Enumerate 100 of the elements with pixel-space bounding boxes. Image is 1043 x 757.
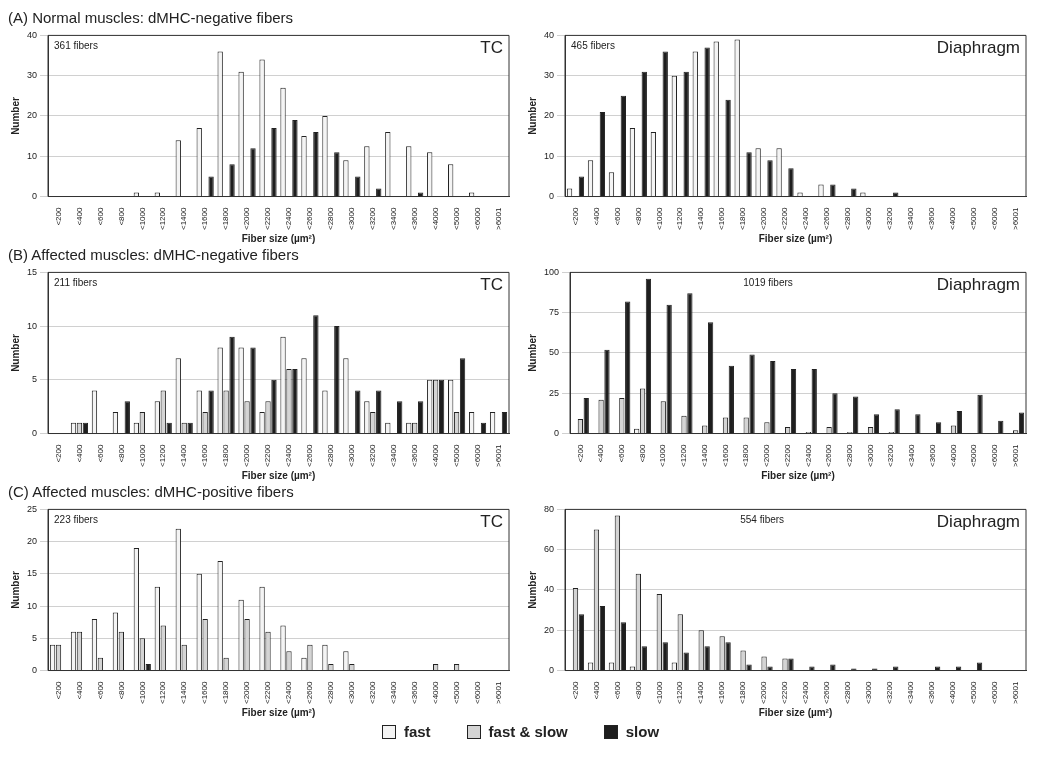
x-tick-label: <200 — [570, 206, 580, 226]
x-tick-label: <200 — [53, 680, 63, 700]
y-tick-label: 30 — [544, 70, 555, 81]
x-axis-title: Fiber size (µm²) — [758, 232, 833, 244]
x-tick-label: <3400 — [388, 680, 398, 704]
x-tick-label: <2200 — [263, 443, 273, 467]
x-tick-label: <1600 — [200, 206, 210, 230]
x-tick-label: <2600 — [824, 443, 834, 467]
x-tick-label: <800 — [637, 443, 647, 463]
x-tick-label: <600 — [95, 443, 105, 463]
x-tick-label: <2000 — [759, 680, 769, 704]
x-tick-label: <2000 — [762, 443, 772, 467]
x-tick-label: <1200 — [675, 206, 685, 230]
x-tick-label: >6001 — [1010, 443, 1020, 467]
x-tick-label: <1400 — [696, 206, 706, 230]
x-tick-label: <400 — [74, 206, 84, 226]
x-tick-label: <2600 — [822, 680, 832, 704]
y-tick-label: 0 — [549, 191, 555, 202]
y-axis-title: Number — [9, 333, 21, 372]
y-tick-label: 0 — [554, 428, 560, 439]
x-tick-label: <1200 — [158, 206, 168, 230]
x-tick-label: <3200 — [368, 680, 377, 704]
y-tick-label: 40 — [27, 29, 38, 40]
annotation: Diaphragm — [936, 511, 1020, 531]
x-tick-label: <3600 — [409, 206, 419, 230]
y-tick-label: 0 — [32, 665, 38, 676]
legend-label: fast & slow — [488, 723, 568, 740]
x-tick-label: <2000 — [242, 443, 252, 467]
x-tick-label: <3200 — [886, 443, 896, 467]
annotation: Diaphragm — [936, 37, 1020, 57]
annotation: Diaphragm — [936, 274, 1020, 294]
x-tick-label: <4000 — [947, 206, 957, 230]
x-tick-label: <400 — [596, 443, 606, 463]
chart-title: (C) Affected muscles: dMHC-positive fibers — [8, 483, 294, 500]
x-tick-label: <4000 — [430, 680, 440, 704]
y-tick-label: 40 — [544, 29, 555, 40]
x-axis-title: Fiber size (µm²) — [241, 469, 316, 481]
x-tick-label: <2200 — [780, 206, 790, 230]
y-tick-label: 50 — [549, 347, 560, 358]
y-tick-label: 75 — [549, 307, 560, 318]
x-tick-label: <3000 — [347, 443, 357, 467]
chart-title: (A) Normal muscles: dMHC-negative fibers — [8, 9, 294, 26]
x-tick-label: <2800 — [326, 443, 336, 467]
y-tick-label: 0 — [32, 191, 38, 202]
x-tick-label: <2800 — [843, 680, 853, 704]
x-tick-label: <2000 — [242, 680, 252, 704]
x-tick-label: <200 — [53, 206, 63, 226]
x-tick-label: <6000 — [472, 206, 482, 230]
x-tick-label: <4000 — [430, 443, 440, 467]
x-tick-label: <2000 — [242, 206, 252, 230]
x-tick-label: <1400 — [696, 680, 706, 704]
y-tick-label: 15 — [27, 266, 38, 277]
x-tick-label: <3400 — [388, 206, 398, 230]
x-tick-label: <2200 — [782, 443, 792, 467]
x-tick-label: <5000 — [451, 680, 461, 704]
x-tick-label: <5000 — [969, 443, 979, 467]
x-tick-label: <1800 — [221, 206, 231, 230]
x-tick-label: <6000 — [990, 443, 1000, 467]
y-axis-title: Number — [9, 570, 21, 609]
x-tick-label: <1000 — [658, 443, 668, 467]
x-axis-title: Fiber size (µm²) — [241, 706, 316, 718]
x-tick-label: <3000 — [347, 206, 357, 230]
x-tick-label: <3000 — [864, 206, 874, 230]
x-tick-label: <3600 — [926, 206, 936, 230]
legend-label: fast — [403, 723, 431, 740]
x-tick-label: <800 — [116, 443, 126, 463]
y-tick-label: 10 — [27, 320, 38, 331]
x-tick-label: <2200 — [780, 680, 790, 704]
annotation: TC — [480, 511, 503, 531]
x-tick-label: <1400 — [179, 443, 189, 467]
annotation: TC — [480, 37, 503, 57]
y-tick-label: 30 — [27, 70, 38, 81]
y-tick-label: 100 — [543, 266, 560, 277]
x-tick-label: <3600 — [927, 443, 937, 467]
x-tick-label: <2400 — [801, 680, 811, 704]
x-tick-label: <4000 — [430, 206, 440, 230]
y-tick-label: 10 — [27, 600, 38, 611]
x-tick-label: <6000 — [989, 680, 999, 704]
annotation: 211 fibers — [54, 277, 98, 289]
y-tick-label: 20 — [544, 110, 555, 121]
x-tick-label: <1800 — [738, 206, 748, 230]
x-tick-label: <600 — [612, 206, 622, 226]
y-tick-label: 60 — [544, 544, 555, 555]
x-tick-label: >6001 — [493, 206, 503, 230]
x-tick-label: <400 — [591, 680, 601, 700]
x-tick-label: <400 — [74, 443, 84, 463]
x-tick-label: <1000 — [654, 680, 664, 704]
x-tick-label: <2800 — [326, 680, 336, 704]
x-tick-label: <2400 — [284, 680, 294, 704]
x-tick-label: <2200 — [263, 680, 273, 704]
y-axis-title: Number — [526, 96, 538, 135]
x-tick-label: <5000 — [968, 680, 978, 704]
x-tick-label: <200 — [570, 680, 580, 700]
y-tick-label: 5 — [32, 374, 38, 385]
y-tick-label: 0 — [549, 665, 555, 676]
x-tick-label: <400 — [74, 680, 84, 700]
x-tick-label: <600 — [95, 206, 105, 226]
x-tick-label: <1200 — [158, 443, 168, 467]
y-tick-label: 10 — [27, 150, 38, 161]
y-tick-label: 25 — [549, 387, 560, 398]
